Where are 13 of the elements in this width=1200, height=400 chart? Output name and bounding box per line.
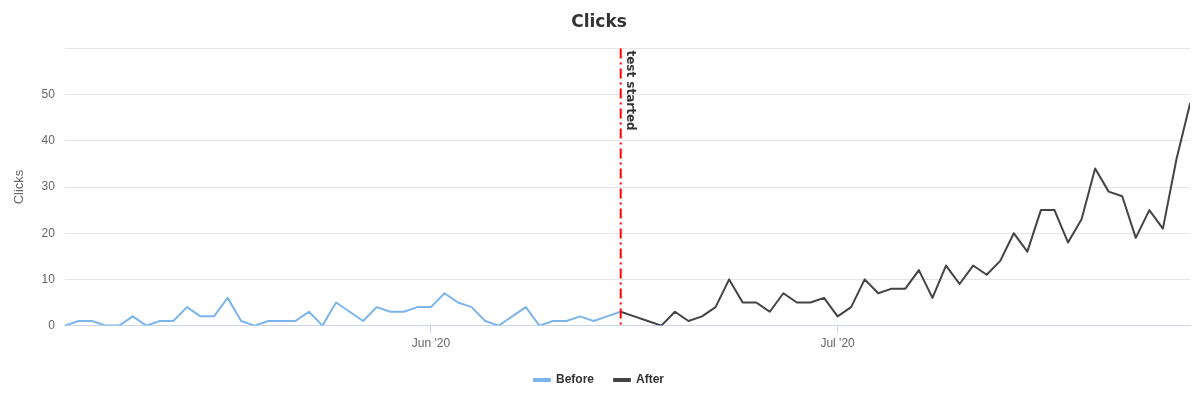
y-axis-title: Clicks — [11, 169, 27, 205]
x-tick-label: Jun '20 — [411, 336, 451, 351]
y-tick-label: 30 — [41, 179, 56, 194]
y-tick-label: 40 — [41, 133, 56, 148]
y-tick-label: 50 — [41, 86, 56, 101]
legend-label: Before — [555, 372, 595, 387]
y-tick-label: 10 — [41, 271, 56, 286]
legend-label: After — [636, 372, 665, 387]
x-tick-label: Jul '20 — [820, 336, 856, 351]
ref-line-label: test started — [623, 50, 638, 131]
chart-title: Clicks — [571, 10, 627, 31]
y-tick-label: 0 — [48, 317, 56, 332]
y-tick-label: 20 — [41, 225, 56, 240]
